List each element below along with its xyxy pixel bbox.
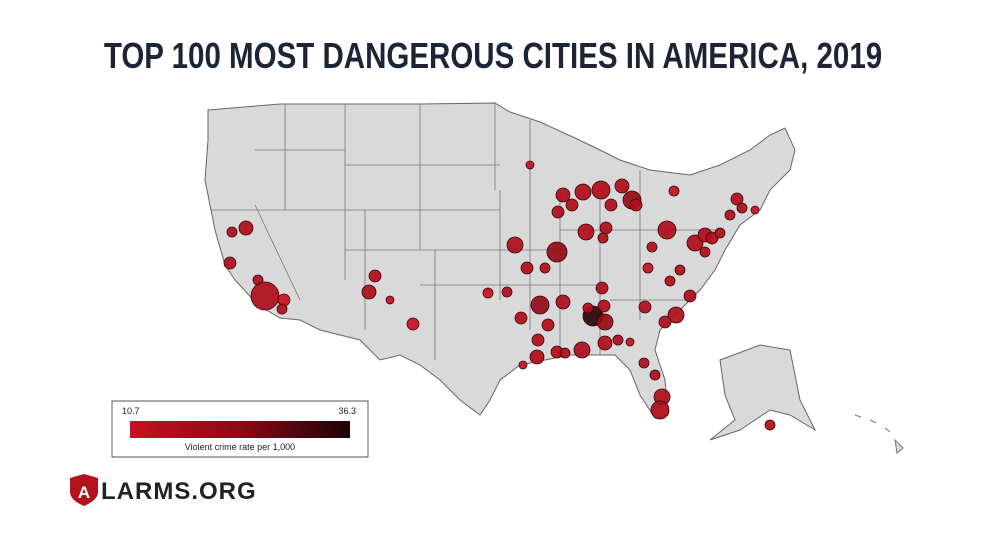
- city-dot: [668, 185, 680, 197]
- city-dot: [559, 347, 571, 359]
- city-dot: [551, 205, 565, 219]
- city-dot: [501, 286, 513, 298]
- city-dot: [764, 419, 776, 431]
- city-dot: [612, 334, 624, 346]
- city-dot: [574, 183, 592, 201]
- city-dot: [638, 300, 652, 314]
- city-dot: [724, 209, 736, 221]
- city-dot: [714, 227, 726, 239]
- city-dot: [530, 295, 550, 315]
- city-dot: [250, 281, 280, 311]
- city-dot: [597, 335, 613, 351]
- city-dot: [625, 337, 635, 347]
- city-dot: [223, 256, 237, 270]
- city-dot: [597, 232, 609, 244]
- city-dot: [683, 289, 697, 303]
- city-dot: [539, 262, 551, 274]
- city-dot: [642, 262, 654, 274]
- city-dot: [482, 287, 494, 299]
- logo: A LARMS.ORG: [70, 474, 257, 506]
- city-dot: [525, 160, 535, 170]
- city-dot: [529, 349, 545, 365]
- city-dot: [591, 180, 611, 200]
- city-dot: [650, 400, 670, 420]
- city-dot: [599, 221, 613, 235]
- city-dot: [565, 198, 579, 212]
- city-dot: [385, 295, 395, 305]
- logo-shield: [70, 474, 98, 506]
- city-dot: [614, 178, 630, 194]
- city-dot: [238, 220, 254, 236]
- city-dot: [595, 281, 609, 295]
- legend: 10.7 36.3 Violent crime rate per 1,000: [111, 400, 369, 458]
- state-lines: [210, 103, 720, 360]
- city-dot: [573, 341, 591, 359]
- city-dot: [361, 284, 377, 300]
- logo-mark: A: [78, 483, 90, 502]
- hawaii: [854, 414, 904, 454]
- city-dot: [226, 226, 238, 238]
- city-dot: [629, 198, 643, 212]
- city-dot: [555, 294, 571, 310]
- city-dot: [730, 192, 744, 206]
- city-dot: [658, 315, 672, 329]
- city-dot: [518, 360, 528, 370]
- city-dot: [638, 357, 650, 369]
- city-dot: [541, 318, 555, 332]
- city-dot: [506, 236, 524, 254]
- city-dot: [520, 261, 534, 275]
- city-dots: [223, 160, 776, 431]
- city-dot: [750, 205, 760, 215]
- city-dot: [368, 269, 382, 283]
- legend-max: 36.3: [338, 406, 356, 416]
- title: TOP 100 MOST DANGEROUS CITIES IN AMERICA…: [104, 35, 882, 75]
- city-dot: [596, 313, 614, 331]
- city-dot: [736, 202, 748, 214]
- city-dot: [276, 303, 288, 315]
- city-dot: [514, 311, 528, 325]
- city-dot: [646, 241, 658, 253]
- legend-min: 10.7: [122, 406, 140, 416]
- city-dot: [657, 220, 677, 240]
- city-dot: [667, 306, 685, 324]
- city-dot: [699, 246, 711, 258]
- city-dot: [582, 302, 594, 314]
- legend-gradient: [130, 421, 350, 438]
- city-dot: [555, 187, 571, 203]
- city-dot: [604, 198, 618, 212]
- legend-label: Violent crime rate per 1,000: [185, 442, 295, 452]
- alaska: [709, 344, 817, 441]
- city-dot: [649, 369, 661, 381]
- city-dot: [664, 275, 676, 287]
- city-dot: [597, 299, 611, 313]
- city-dot: [406, 317, 420, 331]
- city-dot: [531, 333, 545, 347]
- city-dot: [674, 264, 686, 276]
- city-dot: [546, 241, 568, 263]
- logo-text: LARMS.ORG: [101, 478, 257, 505]
- city-dot: [577, 223, 595, 241]
- map: [204, 102, 904, 454]
